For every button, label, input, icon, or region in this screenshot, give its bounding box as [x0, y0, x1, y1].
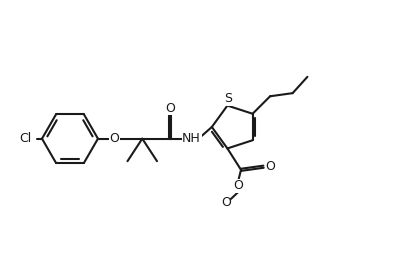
- Text: NH: NH: [182, 132, 201, 145]
- Text: O: O: [221, 196, 231, 209]
- Text: O: O: [109, 132, 119, 145]
- Text: S: S: [224, 92, 232, 105]
- Text: O: O: [165, 102, 175, 115]
- Text: O: O: [266, 160, 276, 173]
- Text: O: O: [233, 179, 243, 192]
- Text: Cl: Cl: [19, 132, 31, 145]
